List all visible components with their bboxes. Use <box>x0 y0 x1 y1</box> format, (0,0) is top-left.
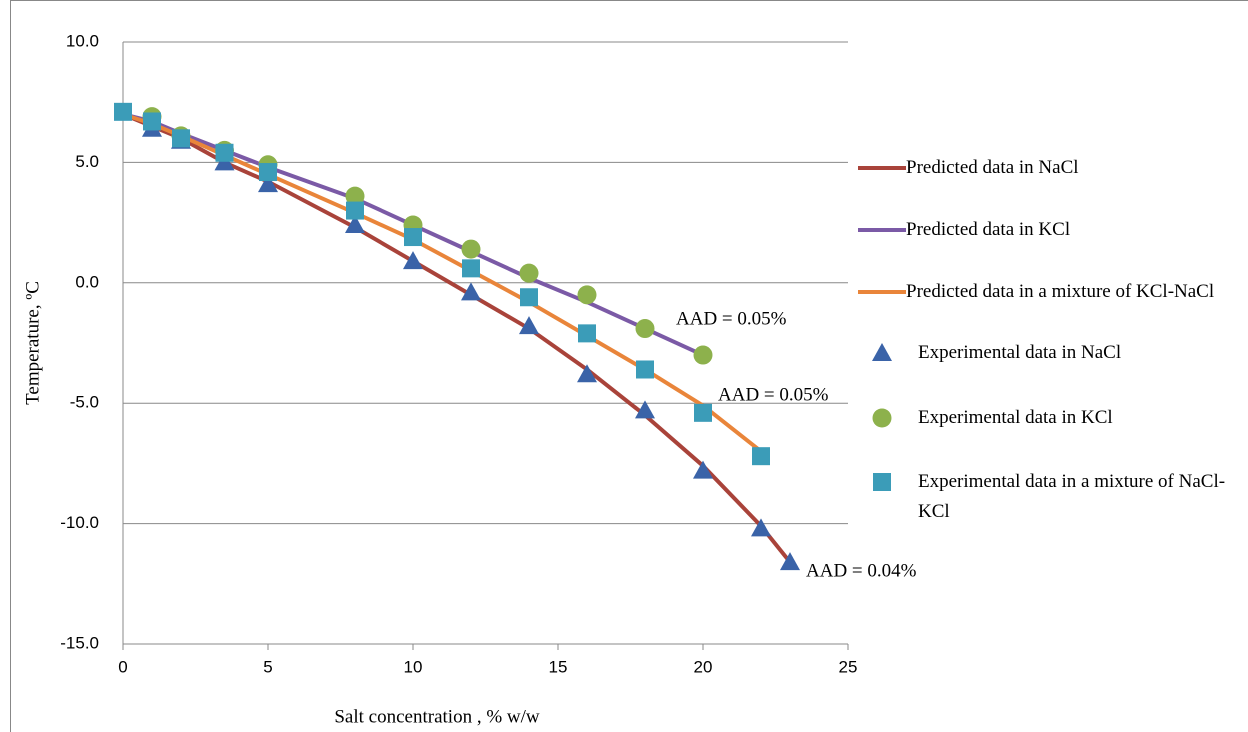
data-point <box>635 400 655 419</box>
x-tick-label: 0 <box>118 657 127 676</box>
y-axis-title: Temperature, ºC <box>22 281 43 405</box>
legend-swatch <box>872 343 892 361</box>
annotation: AAD = 0.05% <box>718 384 829 405</box>
y-tick-label: 5.0 <box>75 152 99 171</box>
data-point <box>461 239 481 259</box>
legend-label: Experimental data in NaCl <box>918 342 1122 363</box>
data-point <box>752 447 770 466</box>
data-point <box>635 319 655 339</box>
y-tick-label: -5.0 <box>70 393 99 412</box>
data-point <box>172 129 190 148</box>
data-point <box>578 324 596 343</box>
annotation: AAD = 0.04% <box>806 560 917 581</box>
chart-frame <box>10 0 1248 732</box>
legend-swatch <box>873 473 891 491</box>
data-point <box>751 518 771 537</box>
y-tick-label: 0.0 <box>75 272 99 291</box>
data-point <box>636 360 654 379</box>
data-point <box>258 174 278 193</box>
data-point <box>404 228 422 247</box>
data-point <box>577 364 597 383</box>
data-point <box>693 460 713 479</box>
data-point <box>693 345 713 365</box>
data-point <box>403 251 423 270</box>
x-axis-title: Salt concentration , % w/w <box>334 706 540 727</box>
x-tick-label: 10 <box>404 657 423 676</box>
data-point <box>259 163 277 182</box>
data-point <box>114 102 132 121</box>
legend-label: Predicted data in a mixture of KCl-NaCl <box>906 281 1215 302</box>
y-tick-label: 10.0 <box>66 31 99 50</box>
series-line <box>122 112 792 564</box>
x-tick-label: 5 <box>263 657 272 676</box>
x-tick-label: 25 <box>839 657 858 676</box>
x-tick-label: 15 <box>549 657 568 676</box>
y-tick-label: -10.0 <box>60 513 99 532</box>
data-point <box>345 186 365 206</box>
legend-label: Predicted data in KCl <box>906 219 1071 240</box>
legend-swatch <box>872 408 892 428</box>
x-tick-label: 20 <box>694 657 713 676</box>
data-point <box>519 316 539 335</box>
y-tick-label: -15.0 <box>60 633 99 652</box>
data-point <box>520 288 538 307</box>
legend-label: Experimental data in a mixture of NaCl-K… <box>918 471 1226 522</box>
data-point <box>461 282 481 301</box>
legend-label: Predicted data in NaCl <box>906 157 1079 178</box>
data-point <box>577 285 597 305</box>
data-point <box>345 215 365 234</box>
data-point <box>519 263 539 283</box>
data-point <box>215 143 234 162</box>
data-point <box>462 259 480 278</box>
annotation: AAD = 0.05% <box>676 308 787 329</box>
data-point <box>780 552 800 571</box>
data-point <box>143 112 161 131</box>
legend-label: Experimental data in KCl <box>918 407 1113 428</box>
data-point <box>346 201 364 220</box>
data-point <box>694 403 712 422</box>
